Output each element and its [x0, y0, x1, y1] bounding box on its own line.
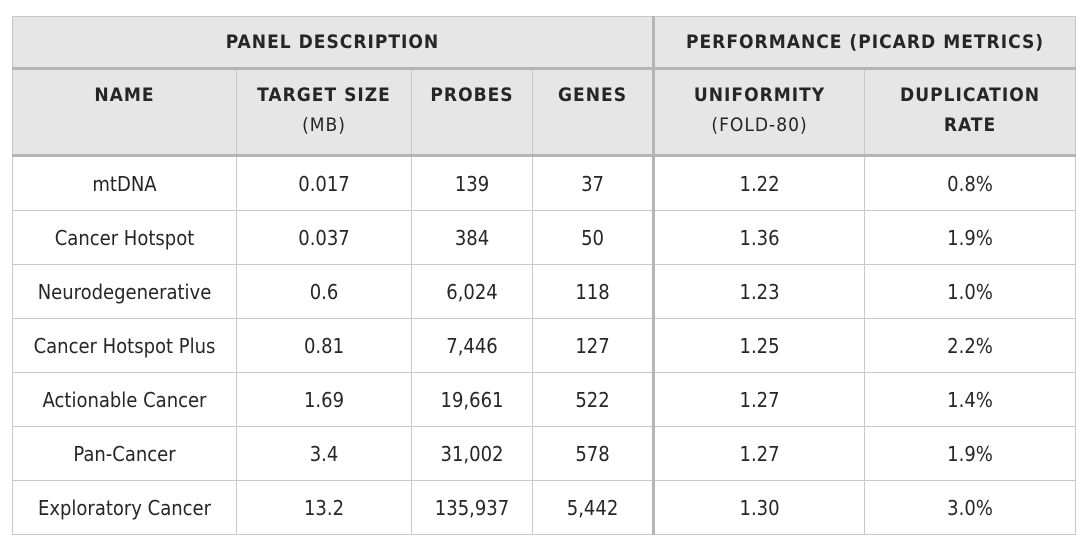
cell-genes: 578 [531, 426, 656, 481]
cell-target-size: 0.037 [236, 210, 412, 265]
cell-name: Cancer Hotspot [12, 210, 237, 265]
cell-target-size: 1.69 [236, 372, 412, 427]
column-title: PROBES [430, 84, 514, 106]
table-row: Exploratory Cancer 13.2 135,937 5,442 1.… [12, 480, 1077, 535]
performance-header: PERFORMANCE (PICARD METRICS) [653, 16, 1077, 70]
cell-name: Exploratory Cancer [12, 480, 237, 535]
cell-probes: 384 [411, 210, 533, 265]
cell-probes: 6,024 [411, 264, 533, 319]
cell-target-size: 0.017 [236, 155, 412, 211]
panel-description-header: PANEL DESCRIPTION [11, 16, 656, 70]
cell-name: Neurodegenerative [12, 264, 237, 319]
cell-duplication-rate: 0.8% [864, 155, 1077, 211]
column-header-duplication-rate: DUPLICATION RATE [864, 68, 1077, 157]
table-row: Pan-Cancer 3.4 31,002 578 1.27 1.9% [12, 426, 1077, 481]
cell-probes: 7,446 [411, 318, 533, 373]
column-subtitle: (MB) [302, 114, 346, 136]
cell-target-size: 0.81 [236, 318, 412, 373]
cell-uniformity: 1.22 [653, 155, 866, 211]
cell-target-size: 13.2 [236, 480, 412, 535]
cell-duplication-rate: 1.9% [864, 210, 1077, 265]
column-header-genes: GENES [531, 68, 656, 157]
table-row: Cancer Hotspot Plus 0.81 7,446 127 1.25 … [12, 318, 1077, 373]
table-row: mtDNA 0.017 139 37 1.22 0.8% [12, 155, 1077, 211]
cell-probes: 19,661 [411, 372, 533, 427]
cell-probes: 139 [411, 155, 533, 211]
cell-duplication-rate: 1.0% [864, 264, 1077, 319]
cell-duplication-rate: 1.9% [864, 426, 1077, 481]
cell-genes: 5,442 [531, 480, 656, 535]
column-title: NAME [94, 84, 155, 106]
cell-duplication-rate: 3.0% [864, 480, 1077, 535]
table-row: Cancer Hotspot 0.037 384 50 1.36 1.9% [12, 210, 1077, 265]
cell-genes: 522 [531, 372, 656, 427]
table-row: Neurodegenerative 0.6 6,024 118 1.23 1.0… [12, 264, 1077, 319]
cell-duplication-rate: 2.2% [864, 318, 1077, 373]
cell-name: Pan-Cancer [12, 426, 237, 481]
column-title: GENES [558, 84, 628, 106]
cell-genes: 37 [531, 155, 656, 211]
cell-probes: 31,002 [411, 426, 533, 481]
column-title: DUPLICATION [900, 84, 1041, 106]
cell-uniformity: 1.30 [653, 480, 866, 535]
cell-target-size: 0.6 [236, 264, 412, 319]
column-title-line2: RATE [943, 114, 997, 136]
cell-target-size: 3.4 [236, 426, 412, 481]
cell-name: Cancer Hotspot Plus [12, 318, 237, 373]
column-header-name: NAME [12, 68, 237, 157]
cell-uniformity: 1.23 [653, 264, 866, 319]
cell-uniformity: 1.25 [653, 318, 866, 373]
cell-name: Actionable Cancer [12, 372, 237, 427]
column-header-target-size: TARGET SIZE (MB) [236, 68, 412, 157]
cell-genes: 118 [531, 264, 656, 319]
panel-performance-table: PANEL DESCRIPTION PERFORMANCE (PICARD ME… [11, 16, 1077, 535]
column-header-row: NAME TARGET SIZE (MB) PROBES GENES UNIFO… [12, 68, 1077, 157]
column-title: UNIFORMITY [693, 84, 826, 106]
cell-genes: 50 [531, 210, 656, 265]
cell-uniformity: 1.27 [653, 426, 866, 481]
cell-name: mtDNA [12, 155, 237, 211]
column-subtitle: (FOLD-80) [711, 114, 808, 136]
cell-uniformity: 1.36 [653, 210, 866, 265]
column-title: TARGET SIZE [257, 84, 391, 106]
cell-probes: 135,937 [411, 480, 533, 535]
column-header-uniformity: UNIFORMITY (FOLD-80) [653, 68, 866, 157]
column-header-probes: PROBES [411, 68, 533, 157]
cell-genes: 127 [531, 318, 656, 373]
group-header-row: PANEL DESCRIPTION PERFORMANCE (PICARD ME… [11, 16, 1077, 70]
table-row: Actionable Cancer 1.69 19,661 522 1.27 1… [12, 372, 1077, 427]
cell-duplication-rate: 1.4% [864, 372, 1077, 427]
cell-uniformity: 1.27 [653, 372, 866, 427]
